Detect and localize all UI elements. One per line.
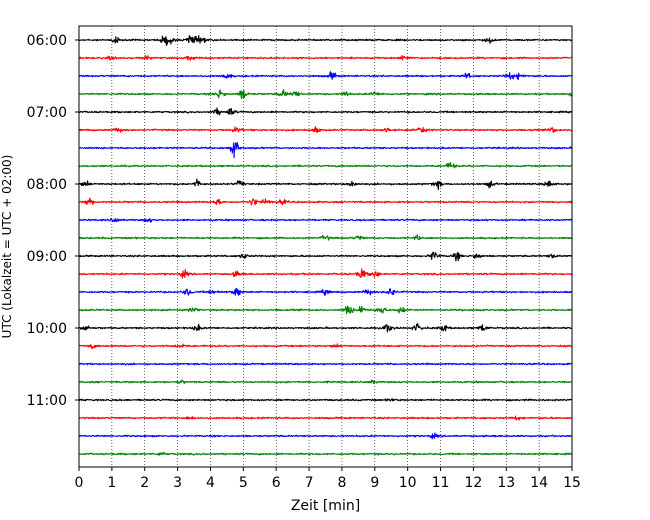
y-tick-label: 11:00 bbox=[27, 393, 67, 409]
trace-0800 bbox=[78, 178, 573, 191]
x-axis-label: Zeit [min] bbox=[291, 498, 360, 514]
x-tick-label: 6 bbox=[272, 475, 281, 491]
y-tick-label: 08:00 bbox=[27, 177, 67, 193]
trace-0615 bbox=[78, 54, 573, 61]
x-tick-label: 12 bbox=[464, 475, 482, 491]
trace-1115 bbox=[78, 415, 573, 421]
y-tick-label: 07:00 bbox=[27, 105, 67, 121]
x-tick-label: 9 bbox=[370, 475, 379, 491]
x-tick-label: 4 bbox=[206, 475, 215, 491]
trace-0745 bbox=[78, 161, 573, 169]
trace-0645 bbox=[78, 89, 573, 100]
plot-frame bbox=[78, 25, 573, 468]
trace-1015 bbox=[78, 343, 573, 350]
x-axis-ticks: 0 1 2 3 4 5 6 7 8 9 10 11 12 13 14 15 bbox=[75, 467, 581, 491]
y-axis-ticks: 06:00 07:00 08:00 09:00 10:00 11:00 bbox=[27, 33, 79, 409]
trace-1030 bbox=[78, 362, 573, 366]
trace-1045 bbox=[78, 379, 573, 385]
x-tick-label: 0 bbox=[75, 475, 84, 491]
y-tick-label: 09:00 bbox=[27, 249, 67, 265]
trace-0830 bbox=[78, 217, 573, 223]
x-tick-label: 2 bbox=[140, 475, 149, 491]
trace-0915 bbox=[78, 268, 573, 279]
x-tick-label: 13 bbox=[497, 475, 515, 491]
trace-0600 bbox=[78, 35, 573, 47]
trace-1145 bbox=[78, 451, 573, 456]
trace-1000 bbox=[78, 323, 573, 333]
y-tick-label: 06:00 bbox=[27, 33, 67, 49]
trace-0715 bbox=[78, 126, 573, 134]
trace-0700 bbox=[78, 107, 573, 116]
x-tick-label: 3 bbox=[173, 475, 182, 491]
trace-0930 bbox=[78, 287, 573, 296]
x-tick-label: 1 bbox=[107, 475, 116, 491]
x-tick-label: 15 bbox=[563, 475, 581, 491]
trace-1100 bbox=[78, 398, 573, 402]
x-tick-label: 8 bbox=[337, 475, 346, 491]
trace-1130 bbox=[78, 432, 573, 440]
trace-0900 bbox=[78, 251, 573, 262]
x-tick-label: 5 bbox=[239, 475, 248, 491]
x-tick-label: 14 bbox=[530, 475, 548, 491]
seismic-traces bbox=[78, 35, 573, 456]
x-tick-label: 10 bbox=[399, 475, 417, 491]
trace-0815 bbox=[78, 197, 573, 206]
x-tick-label: 11 bbox=[432, 475, 450, 491]
trace-0845 bbox=[78, 234, 573, 241]
y-tick-label: 10:00 bbox=[27, 321, 67, 337]
trace-0630 bbox=[78, 71, 573, 81]
trace-0730 bbox=[78, 141, 573, 159]
trace-0945 bbox=[78, 305, 573, 315]
y-axis-label: UTC (Lokalzeit = UTC + 02:00) bbox=[0, 155, 14, 339]
x-tick-label: 7 bbox=[305, 475, 314, 491]
